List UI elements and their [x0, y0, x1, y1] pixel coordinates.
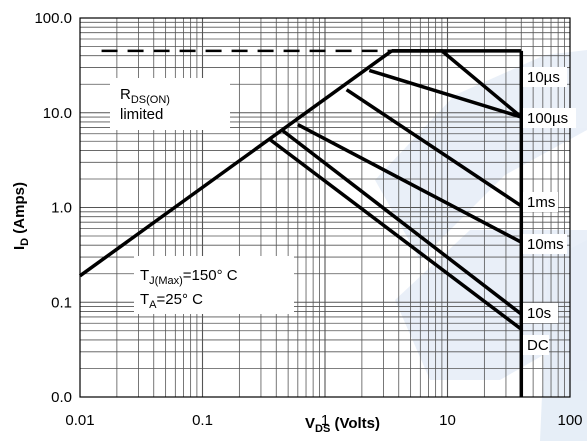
series-label-background [523, 108, 576, 128]
x-axis-title: VDS (Volts) [305, 415, 380, 435]
series-line [345, 88, 523, 208]
series-label-background [523, 335, 549, 355]
y-tick-label: 1.0 [51, 200, 72, 217]
series-line [281, 129, 523, 316]
x-tick-label: 10 [439, 412, 456, 429]
x-tick-label: 0.1 [192, 412, 213, 429]
series-line [368, 68, 522, 119]
ta-annotation: TA=25° C [140, 291, 203, 311]
x-tick-label: 100 [557, 412, 582, 429]
chart-marks: 10µs 100µs 1ms 10ms 10s DC [78, 49, 576, 397]
rds-annotation: RDS(ON) limited [110, 78, 230, 130]
rds-on-limit-line [78, 49, 393, 278]
grid-lines [80, 18, 570, 397]
series-label-background [523, 192, 558, 212]
temperature-annotation-box [134, 256, 294, 314]
series-label: DC [527, 337, 549, 354]
series-label: 10µs [527, 69, 560, 86]
series-line [391, 49, 523, 119]
series-label: 1ms [527, 194, 555, 211]
y-tick-label: 0.1 [51, 294, 72, 311]
x-tick-label: 0.01 [65, 412, 94, 429]
y-tick-label: 0.0 [51, 389, 72, 406]
series-label-background [523, 234, 567, 254]
plot-frame [79, 17, 571, 398]
y-axis-title: ID (Amps) [11, 182, 31, 250]
rds-annotation-box [110, 78, 230, 130]
series-label: 100µs [527, 110, 568, 127]
rds-annotation-line1: RDS(ON) [120, 86, 170, 106]
y-tick-label: 10.0 [43, 105, 72, 122]
series-line [296, 123, 523, 244]
tick-labels: 0.01 0.1 1 10 100 0.0 0.1 1.0 10.0 100.0 [34, 10, 582, 429]
y-tick-label: 100.0 [34, 10, 72, 27]
series-label: 10s [527, 305, 551, 322]
series-label-background [523, 67, 567, 87]
series-label: 10ms [527, 236, 564, 253]
tj-annotation: TJ(Max)=150° C [140, 267, 238, 287]
temperature-annotation: TJ(Max)=150° C TA=25° C [134, 256, 294, 314]
x-tick-label: 1 [321, 412, 329, 429]
series-line [268, 137, 523, 331]
series-label-background [523, 303, 558, 323]
rds-annotation-line2: limited [120, 106, 163, 123]
